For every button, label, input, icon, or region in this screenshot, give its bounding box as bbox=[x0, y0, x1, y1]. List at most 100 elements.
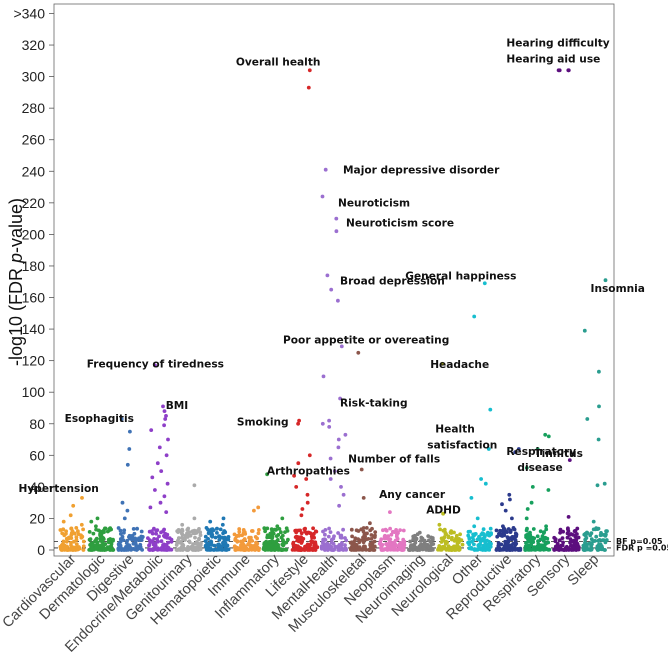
y-tick-label: 200 bbox=[22, 226, 46, 242]
point-mentalhealth bbox=[323, 167, 328, 172]
point-cardiovascular bbox=[79, 522, 84, 527]
point-respiratory bbox=[546, 488, 551, 492]
point-neoplasm bbox=[387, 538, 392, 542]
point-other bbox=[488, 542, 493, 546]
point-other bbox=[486, 530, 490, 535]
point-hematopoietic bbox=[209, 531, 214, 535]
point-sleep bbox=[582, 328, 587, 333]
point-neurological bbox=[439, 547, 444, 552]
point-neurological bbox=[446, 535, 451, 540]
point-hematopoietic bbox=[203, 534, 208, 539]
point-musculoskeletal bbox=[350, 534, 354, 539]
point-sensory bbox=[573, 533, 578, 538]
point-cardiovascular bbox=[77, 546, 82, 551]
point-neoplasm bbox=[384, 528, 389, 533]
point-musculoskeletal bbox=[357, 547, 361, 552]
point-endocrine-metabolic bbox=[150, 475, 155, 480]
point-hematopoietic bbox=[219, 545, 224, 550]
point-sleep bbox=[595, 483, 600, 488]
point-respiratory bbox=[539, 547, 544, 552]
point-dermatologic bbox=[94, 527, 98, 532]
point-sleep bbox=[583, 533, 588, 538]
point-cardiovascular bbox=[61, 519, 66, 524]
point-cardiovascular bbox=[64, 539, 69, 544]
point-reproductive bbox=[503, 508, 508, 513]
point-inflammatory bbox=[286, 537, 290, 542]
annotation-tinnitus: Tinnitus bbox=[534, 448, 582, 460]
point-cardiovascular bbox=[81, 548, 86, 552]
point-respiratory bbox=[533, 548, 538, 552]
point-other bbox=[466, 533, 471, 538]
point-neuroimaging bbox=[428, 539, 433, 544]
point-mentalhealth bbox=[329, 537, 334, 542]
point-lifestyle bbox=[306, 85, 311, 90]
point-other bbox=[467, 536, 472, 541]
point-lifestyle bbox=[294, 485, 299, 489]
point-respiratory bbox=[544, 527, 549, 532]
point-endocrine-metabolic bbox=[164, 414, 168, 418]
point-cardiovascular bbox=[74, 526, 79, 530]
point-digestive bbox=[119, 417, 124, 421]
point-lifestyle bbox=[297, 418, 301, 423]
point-digestive bbox=[140, 535, 145, 539]
point-genitourinary bbox=[177, 536, 181, 540]
point-digestive bbox=[128, 546, 133, 550]
point-hematopoietic bbox=[221, 516, 226, 521]
point-inflammatory bbox=[263, 529, 267, 534]
point-hematopoietic bbox=[223, 548, 228, 552]
point-inflammatory bbox=[274, 534, 279, 538]
point-neuroimaging bbox=[424, 542, 428, 547]
point-inflammatory bbox=[262, 526, 267, 531]
point-hematopoietic bbox=[220, 522, 225, 527]
point-mentalhealth bbox=[341, 492, 346, 497]
point-musculoskeletal bbox=[370, 540, 375, 545]
point-other bbox=[466, 540, 470, 545]
point-neuroimaging bbox=[430, 536, 435, 540]
y-tick-label: 180 bbox=[22, 258, 46, 274]
point-lifestyle bbox=[304, 477, 309, 481]
point-sleep bbox=[596, 437, 601, 442]
point-lifestyle bbox=[305, 530, 310, 535]
point-genitourinary bbox=[180, 522, 185, 527]
point-endocrine-metabolic bbox=[150, 529, 154, 534]
point-mentalhealth bbox=[336, 298, 340, 303]
point-neoplasm bbox=[397, 544, 401, 548]
point-digestive bbox=[117, 541, 122, 545]
y-axis-label: -log10 (FDR p-value) bbox=[6, 198, 26, 366]
threshold-label-bf: BF p=0.05 bbox=[616, 537, 663, 546]
point-reproductive bbox=[501, 524, 505, 529]
point-musculoskeletal bbox=[362, 544, 366, 549]
point-respiratory bbox=[538, 529, 543, 534]
point-inflammatory bbox=[273, 548, 277, 552]
annotation-satisfaction: satisfaction bbox=[427, 440, 497, 452]
point-neurological bbox=[457, 540, 461, 545]
point-digestive bbox=[133, 536, 138, 541]
point-lifestyle bbox=[311, 532, 316, 536]
point-mentalhealth bbox=[343, 432, 348, 437]
point-immune bbox=[237, 527, 242, 531]
point-mentalhealth bbox=[336, 531, 340, 535]
point-mentalhealth bbox=[321, 529, 325, 534]
point-endocrine-metabolic bbox=[164, 510, 169, 514]
point-respiratory bbox=[546, 434, 551, 439]
point-immune bbox=[248, 538, 252, 543]
point-cardiovascular bbox=[61, 539, 66, 544]
point-hematopoietic bbox=[226, 535, 231, 540]
point-genitourinary bbox=[193, 535, 197, 540]
point-neoplasm bbox=[398, 528, 402, 532]
point-endocrine-metabolic bbox=[166, 546, 171, 550]
point-neurological bbox=[449, 548, 454, 552]
point-musculoskeletal bbox=[364, 526, 369, 530]
point-lifestyle bbox=[314, 545, 318, 550]
point-lifestyle bbox=[294, 530, 299, 535]
point-mentalhealth bbox=[344, 538, 349, 543]
point-genitourinary bbox=[174, 543, 179, 547]
annotation-bmi: BMI bbox=[166, 400, 189, 412]
point-neurological bbox=[460, 542, 465, 547]
point-neoplasm bbox=[389, 545, 394, 550]
point-sleep bbox=[596, 546, 601, 551]
point-sleep bbox=[603, 278, 608, 283]
point-neurological bbox=[452, 547, 457, 552]
point-dermatologic bbox=[95, 540, 100, 545]
